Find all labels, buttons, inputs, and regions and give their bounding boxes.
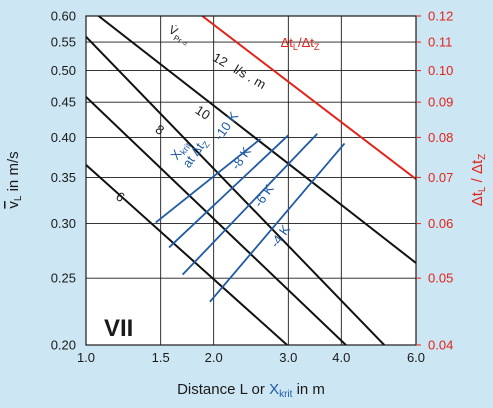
flow-line <box>86 164 288 345</box>
y2-tick-label: 0.08 <box>428 130 453 145</box>
xkrit-line <box>181 133 318 276</box>
data-layer <box>86 16 416 345</box>
y-axis-title: vL in m/s <box>5 151 24 208</box>
flow-line <box>86 35 385 345</box>
y-tick-label: 0.45 <box>51 95 76 110</box>
y2-tick-label: 0.09 <box>428 95 453 110</box>
x-tick-label: 6.0 <box>407 350 425 365</box>
y-tick-label: 0.50 <box>51 63 76 78</box>
y2-tick-label: 0.04 <box>428 338 453 353</box>
ratio-line <box>201 16 416 180</box>
y-tick-label: 0.60 <box>51 9 76 24</box>
ratio-line-label: ΔtL/ΔtZ <box>281 35 320 52</box>
y2-tick-label: 0.12 <box>428 9 453 24</box>
xkrit-line <box>155 138 262 224</box>
x-tick-label: 1.5 <box>152 350 170 365</box>
x-tick-label: 1.0 <box>77 350 95 365</box>
x-tick-label: 2.0 <box>205 350 223 365</box>
panel-label: VII <box>104 315 133 342</box>
xkrit-line <box>168 134 289 249</box>
y2-tick-label: 0.11 <box>428 35 452 50</box>
y2-tick-label: 0.06 <box>428 216 453 231</box>
y2-tick-label: 0.10 <box>428 63 453 78</box>
x-tick-label: 3.0 <box>279 350 297 365</box>
xkrit-line <box>209 142 346 303</box>
y2-axis-title: ΔtL / ΔtZ <box>469 154 488 207</box>
x-axis-title: Distance L or Xkrit in m <box>177 381 325 400</box>
tick-labels: 1.0 1.5 2.0 3.0 4.0 6.0 0.20 0.25 0.30 0.35 0.40 0.… <box>51 9 454 366</box>
y-tick-label: 0.20 <box>51 338 76 353</box>
y-tick-label: 0.40 <box>51 130 76 145</box>
y2-tick-label: 0.05 <box>428 271 453 286</box>
y-tick-label: 0.25 <box>51 271 76 286</box>
y-tick-label: 0.35 <box>51 170 76 185</box>
flow-value-label: 10 <box>193 102 213 122</box>
plot-frame <box>85 15 417 346</box>
y-tick-label: 0.55 <box>51 35 76 50</box>
y-tick-label: 0.30 <box>51 216 76 231</box>
y2-tick-label: 0.07 <box>428 170 453 185</box>
x-tick-label: 4.0 <box>332 350 350 365</box>
plot-area <box>86 16 416 345</box>
flow-line <box>96 16 416 264</box>
flow-line <box>86 96 347 345</box>
